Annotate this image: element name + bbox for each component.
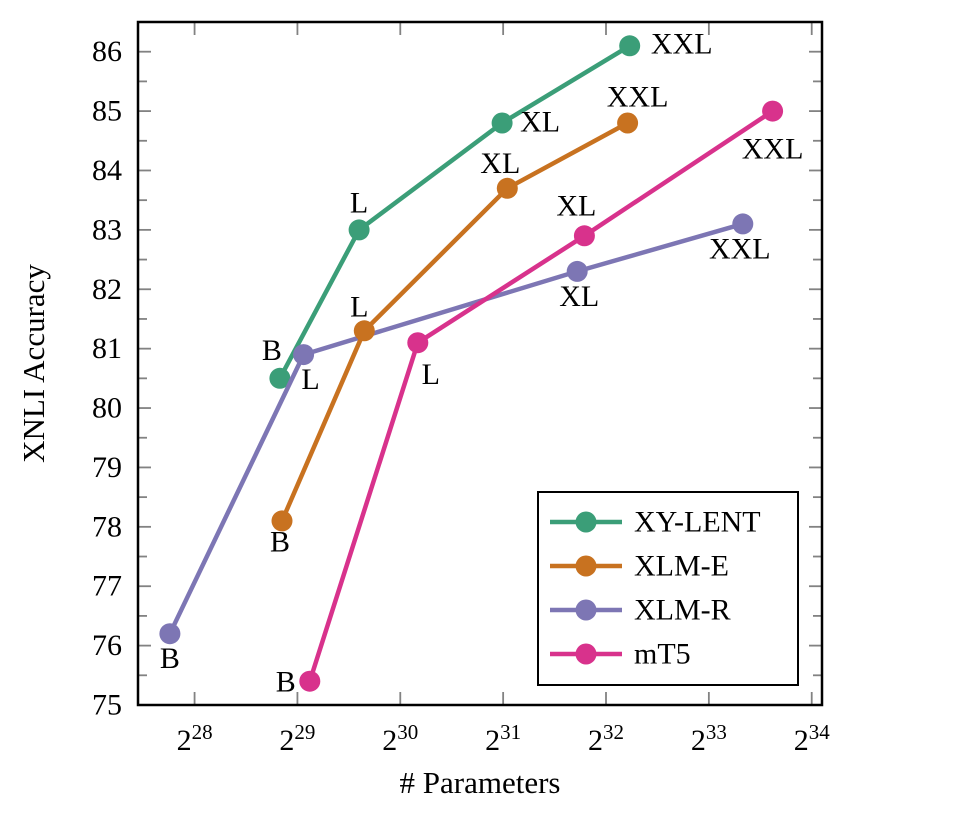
point-label: B — [160, 642, 180, 675]
y-tick-label: 75 — [92, 689, 122, 722]
x-tick-label: 231 — [485, 720, 521, 757]
legend-label: XLM-R — [634, 594, 731, 627]
legend-label: XY-LENT — [634, 506, 761, 539]
legend-item-mt5: mT5 — [550, 638, 691, 671]
y-tick-label: 85 — [92, 95, 122, 128]
y-tick-label: 76 — [92, 629, 122, 662]
data-point-marker — [407, 332, 429, 354]
legend-marker — [575, 511, 597, 533]
data-point-marker — [348, 219, 370, 241]
series-mt5: B L XL XXL — [276, 100, 804, 699]
data-point-marker — [573, 225, 595, 247]
point-label: XXL — [651, 27, 713, 60]
axis-ticks — [138, 22, 822, 706]
data-point-marker — [762, 100, 784, 122]
y-tick-labels: 75 76 77 78 79 80 81 82 83 84 85 86 — [92, 35, 122, 721]
x-tick-label: 233 — [691, 720, 727, 757]
point-label: L — [422, 358, 440, 391]
y-axis-label: XNLI Accuracy — [16, 264, 51, 463]
legend-label: XLM-E — [634, 550, 729, 583]
legend-marker — [575, 643, 597, 665]
y-tick-label: 77 — [92, 570, 122, 603]
point-label: XL — [556, 189, 596, 222]
x-tick-label: 228 — [177, 720, 213, 757]
y-tick-label: 82 — [92, 273, 122, 306]
point-label: XXL — [607, 81, 669, 114]
point-label: B — [276, 666, 296, 699]
data-point-marker — [566, 260, 588, 282]
legend-item-xlm-e: XLM-E — [550, 550, 729, 583]
x-axis-label: # Parameters — [400, 765, 561, 800]
data-point-marker — [619, 35, 641, 57]
data-point-marker — [293, 344, 315, 366]
point-label: XL — [520, 106, 560, 139]
legend-marker — [575, 599, 597, 621]
x-tick-labels: 228 229 230 231 232 233 234 — [177, 720, 831, 757]
data-point-marker — [353, 320, 375, 342]
point-label: XXL — [709, 232, 771, 265]
legend-item-xlm-r: XLM-R — [550, 594, 731, 627]
data-point-marker — [299, 670, 321, 692]
x-tick-label: 230 — [382, 720, 418, 757]
point-label: B — [262, 334, 282, 367]
data-point-marker — [269, 367, 291, 389]
data-point-marker — [732, 213, 754, 235]
legend-label: mT5 — [634, 638, 691, 671]
point-label: XL — [559, 280, 599, 313]
series-line — [307, 108, 775, 684]
point-label: L — [301, 363, 319, 396]
point-label: XL — [480, 147, 520, 180]
legend: XY-LENT XLM-E XLM-R mT5 — [537, 491, 799, 686]
series-xlm-e: B L XL XXL — [270, 81, 668, 559]
data-point-marker — [159, 623, 181, 645]
data-point-marker — [491, 112, 513, 134]
x-tick-label: 232 — [588, 720, 624, 757]
y-tick-label: 80 — [92, 392, 122, 425]
data-point-marker — [271, 510, 293, 532]
series-line — [279, 120, 630, 524]
y-tick-label: 86 — [92, 35, 122, 68]
data-point-marker — [617, 112, 639, 134]
series-xy-lent: B L XL XXL — [262, 27, 713, 389]
y-tick-label: 83 — [92, 213, 122, 246]
series-line — [277, 43, 632, 381]
y-tick-label: 84 — [92, 154, 122, 187]
y-tick-label: 79 — [92, 451, 122, 484]
plot-frame — [136, 20, 824, 707]
y-tick-label: 81 — [92, 332, 122, 365]
point-label: L — [350, 186, 368, 219]
point-label: B — [270, 525, 290, 558]
point-label: L — [350, 290, 368, 323]
x-tick-label: 229 — [279, 720, 315, 757]
series-line — [167, 221, 746, 636]
x-tick-label: 234 — [794, 720, 831, 757]
y-tick-label: 78 — [92, 510, 122, 543]
legend-item-xy-lent: XY-LENT — [550, 506, 761, 539]
data-point-marker — [496, 177, 518, 199]
point-label: XXL — [742, 133, 804, 166]
legend-marker — [575, 555, 597, 577]
